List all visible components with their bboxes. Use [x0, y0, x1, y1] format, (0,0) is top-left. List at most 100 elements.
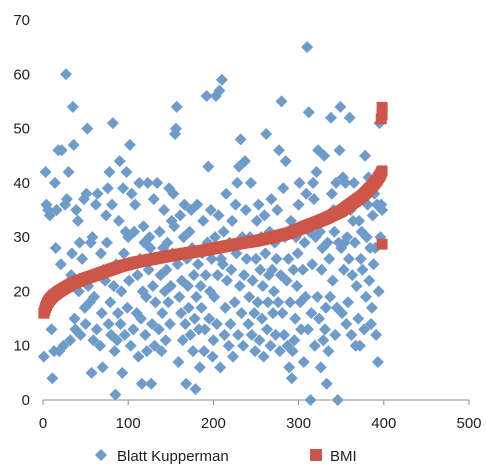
data-point-blatt-kupperman	[272, 296, 285, 309]
data-point-blatt-kupperman	[60, 68, 73, 81]
data-point-blatt-kupperman	[94, 339, 107, 352]
data-point-blatt-kupperman	[306, 258, 319, 271]
data-point-blatt-kupperman	[205, 252, 218, 265]
data-point-blatt-kupperman	[62, 166, 75, 178]
data-point-blatt-kupperman	[214, 361, 227, 374]
y-tick-label: 20	[13, 283, 30, 300]
data-point-blatt-kupperman	[289, 312, 302, 325]
data-point-blatt-kupperman	[224, 318, 237, 330]
data-point-blatt-kupperman	[322, 345, 335, 358]
data-point-blatt-kupperman	[215, 73, 228, 86]
data-point-blatt-kupperman	[269, 328, 282, 341]
data-point-blatt-kupperman	[222, 339, 235, 352]
data-point-blatt-kupperman	[310, 166, 323, 178]
data-point-blatt-kupperman	[339, 176, 352, 189]
data-point-blatt-kupperman	[199, 269, 212, 282]
data-point-blatt-kupperman	[140, 345, 153, 358]
data-point-blatt-kupperman	[175, 307, 188, 320]
data-point-blatt-kupperman	[235, 307, 248, 320]
data-point-blatt-kupperman	[37, 350, 50, 363]
data-point-blatt-kupperman	[172, 356, 185, 368]
data-point-blatt-kupperman	[219, 301, 232, 314]
y-tick-label: 30	[13, 229, 30, 246]
x-tick-label: 300	[286, 415, 311, 432]
data-point-blatt-kupperman	[116, 366, 129, 379]
data-point-blatt-kupperman	[260, 128, 273, 140]
data-point-blatt-kupperman	[304, 394, 317, 406]
data-point-blatt-kupperman	[367, 258, 380, 271]
data-point-blatt-kupperman	[157, 204, 170, 216]
data-point-blatt-kupperman	[356, 263, 369, 276]
data-point-blatt-kupperman	[254, 263, 267, 276]
data-point-blatt-kupperman	[220, 187, 233, 200]
data-point-blatt-kupperman	[256, 280, 269, 292]
data-point-blatt-kupperman	[109, 388, 122, 401]
data-point-blatt-kupperman	[186, 345, 199, 358]
data-point-blatt-kupperman	[324, 111, 337, 124]
data-point-blatt-kupperman	[319, 323, 332, 336]
data-point-bmi	[376, 101, 388, 113]
data-point-blatt-kupperman	[343, 111, 356, 124]
data-point-blatt-kupperman	[102, 318, 115, 330]
data-point-blatt-kupperman	[45, 323, 58, 336]
data-point-blatt-kupperman	[159, 334, 172, 347]
data-point-blatt-kupperman	[307, 193, 320, 206]
data-point-blatt-kupperman	[290, 280, 303, 292]
data-point-blatt-kupperman	[282, 252, 295, 265]
data-point-blatt-kupperman	[240, 252, 253, 265]
data-point-blatt-kupperman	[321, 236, 334, 249]
data-point-blatt-kupperman	[107, 280, 120, 292]
data-point-blatt-kupperman	[43, 209, 56, 222]
data-point-blatt-kupperman	[145, 377, 158, 390]
data-point-blatt-kupperman	[249, 345, 262, 358]
data-point-blatt-kupperman	[295, 323, 308, 336]
data-point-blatt-kupperman	[55, 144, 68, 157]
data-point-blatt-kupperman	[231, 176, 244, 189]
data-point-blatt-kupperman	[287, 263, 300, 276]
data-point-blatt-kupperman	[137, 220, 150, 233]
data-point-blatt-kupperman	[245, 328, 258, 341]
legend-marker-blatt-kupperman	[95, 449, 107, 461]
data-point-blatt-kupperman	[363, 274, 376, 287]
data-point-blatt-kupperman	[315, 263, 328, 276]
data-point-blatt-kupperman	[163, 318, 176, 330]
data-point-blatt-kupperman	[91, 187, 104, 200]
data-point-blatt-kupperman	[71, 214, 84, 227]
data-point-blatt-kupperman	[88, 290, 101, 303]
y-tick-label: 0	[22, 392, 30, 409]
data-point-blatt-kupperman	[153, 225, 166, 238]
data-point-blatt-kupperman	[326, 274, 339, 287]
data-point-blatt-kupperman	[125, 187, 138, 200]
data-point-blatt-kupperman	[134, 312, 147, 325]
data-point-blatt-kupperman	[179, 318, 192, 330]
y-tick-label: 40	[13, 175, 30, 192]
data-point-blatt-kupperman	[288, 334, 301, 347]
data-point-blatt-kupperman	[195, 301, 208, 314]
data-point-blatt-kupperman	[353, 214, 366, 227]
data-point-blatt-kupperman	[354, 252, 367, 265]
data-point-blatt-kupperman	[127, 323, 140, 336]
data-point-blatt-kupperman	[246, 274, 259, 287]
data-point-blatt-kupperman	[94, 247, 107, 260]
y-tick-label: 60	[13, 66, 30, 83]
data-point-blatt-kupperman	[128, 225, 141, 238]
data-point-blatt-kupperman	[124, 339, 137, 352]
data-point-blatt-kupperman	[298, 236, 311, 249]
data-point-blatt-kupperman	[293, 176, 306, 189]
data-point-blatt-kupperman	[261, 323, 274, 336]
legend-marker-bmi	[310, 449, 322, 461]
data-point-blatt-kupperman	[139, 328, 152, 341]
data-point-blatt-kupperman	[210, 318, 223, 330]
data-point-blatt-kupperman	[336, 307, 349, 320]
data-point-blatt-kupperman	[258, 209, 271, 222]
data-point-blatt-kupperman	[324, 290, 337, 303]
data-point-blatt-kupperman	[243, 290, 256, 303]
data-point-blatt-kupperman	[273, 345, 286, 358]
data-point-blatt-kupperman	[96, 361, 109, 374]
data-point-blatt-kupperman	[162, 296, 175, 309]
data-point-blatt-kupperman	[202, 160, 215, 173]
data-point-blatt-kupperman	[279, 155, 292, 168]
data-point-blatt-kupperman	[65, 247, 78, 260]
data-point-blatt-kupperman	[60, 193, 73, 206]
data-point-blatt-kupperman	[333, 144, 346, 157]
